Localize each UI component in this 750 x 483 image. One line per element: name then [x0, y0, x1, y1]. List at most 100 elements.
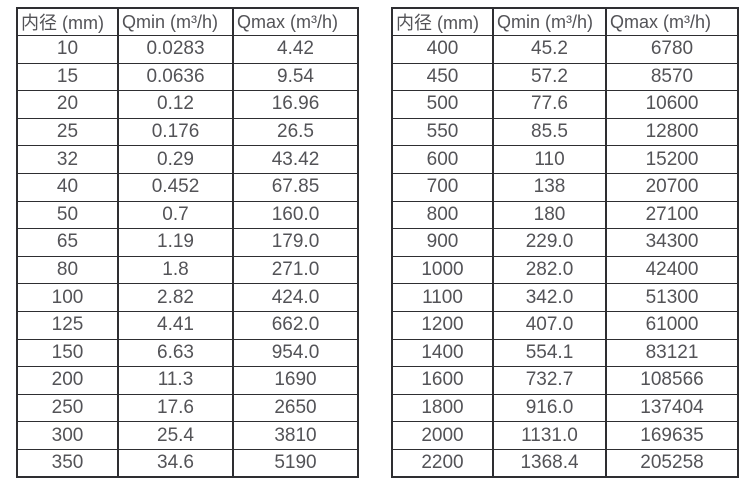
table-cell: 17.6: [117, 393, 233, 422]
table-cell: 1690: [232, 366, 358, 395]
table-cell: 662.0: [232, 310, 358, 340]
table-row: 250 17.6 2650: [17, 393, 358, 422]
table-cell: 250: [17, 393, 118, 422]
table-cell: 350: [17, 448, 118, 477]
table-cell: 110: [492, 145, 606, 174]
table-cell: 282.0: [492, 255, 606, 284]
table-cell: 12800: [605, 117, 738, 146]
table-cell: 554.1: [492, 338, 606, 367]
table-cell: 125: [17, 310, 118, 340]
table-cell: 550: [392, 117, 493, 146]
table-row: 25 0.176 26.5: [17, 117, 358, 146]
table-cell: 407.0: [492, 310, 606, 340]
table-cell: 40: [17, 172, 118, 202]
table-row: 2000 1131.0 169635: [392, 421, 738, 450]
table-cell: 2000: [392, 421, 493, 450]
table-cell: 342.0: [492, 283, 606, 312]
table-cell: 57.2: [492, 62, 606, 91]
table-cell: 9.54: [232, 62, 358, 91]
table-row: 700 138 20700: [392, 172, 738, 202]
table-cell: 916.0: [492, 393, 606, 422]
table-cell: 32: [17, 145, 118, 174]
table-cell: 5190: [232, 448, 358, 477]
table-cell: 500: [392, 90, 493, 119]
table-cell: 4.42: [232, 35, 358, 64]
table-cell: 1.19: [117, 228, 233, 257]
table-cell: 1100: [392, 283, 493, 312]
table-cell: 1000: [392, 255, 493, 284]
table-row: 1400 554.1 83121: [392, 338, 738, 367]
table-cell: 20: [17, 90, 118, 119]
table-row: 600 110 15200: [392, 145, 738, 174]
table-cell: 100: [17, 283, 118, 312]
table-cell: 954.0: [232, 338, 358, 367]
table-cell: 3810: [232, 421, 358, 450]
table-cell: 65: [17, 228, 118, 257]
table-cell: 10: [17, 35, 118, 64]
table-row: 1200 407.0 61000: [392, 310, 738, 340]
flow-spec-table-small-diameters: 内径 (mm) Qmin (m³/h) Qmax (m³/h) 10 0.0283…: [16, 7, 359, 478]
table-cell: 34300: [605, 228, 738, 257]
table-row: 550 85.5 12800: [392, 117, 738, 146]
table-row: 80 1.8 271.0: [17, 255, 358, 284]
table-cell: 180: [492, 200, 606, 229]
table-cell: 700: [392, 172, 493, 202]
table-cell: 43.42: [232, 145, 358, 174]
table-cell: 900: [392, 228, 493, 257]
table-cell: 16.96: [232, 90, 358, 119]
table-cell: 400: [392, 35, 493, 64]
table-row: 400 45.2 6780: [392, 35, 738, 64]
table-row: 20 0.12 16.96: [17, 90, 358, 119]
table-cell: 67.85: [232, 172, 358, 202]
header-row: 内径 (mm) Qmin (m³/h) Qmax (m³/h): [17, 8, 358, 36]
table-cell: 424.0: [232, 283, 358, 312]
column-header-qmax: Qmax (m³/h): [232, 8, 358, 36]
table-row: 150 6.63 954.0: [17, 338, 358, 367]
table-cell: 600: [392, 145, 493, 174]
table-cell: 137404: [605, 393, 738, 422]
table-cell: 2200: [392, 448, 493, 477]
table-cell: 169635: [605, 421, 738, 450]
table-row: 15 0.0636 9.54: [17, 62, 358, 91]
table-row: 900 229.0 34300: [392, 228, 738, 257]
table-cell: 300: [17, 421, 118, 450]
table-row: 1100 342.0 51300: [392, 283, 738, 312]
table-row: 800 180 27100: [392, 200, 738, 229]
table-cell: 0.7: [117, 200, 233, 229]
table-cell: 1800: [392, 393, 493, 422]
table-cell: 271.0: [232, 255, 358, 284]
table-cell: 27100: [605, 200, 738, 229]
table-cell: 0.0636: [117, 62, 233, 91]
table-cell: 1200: [392, 310, 493, 340]
table-row: 1000 282.0 42400: [392, 255, 738, 284]
table-cell: 200: [17, 366, 118, 395]
table-cell: 732.7: [492, 366, 606, 395]
table-header: 内径 (mm) Qmin (m³/h) Qmax (m³/h): [17, 8, 358, 36]
table-cell: 61000: [605, 310, 738, 340]
table-cell: 45.2: [492, 35, 606, 64]
table-cell: 85.5: [492, 117, 606, 146]
table-cell: 6.63: [117, 338, 233, 367]
table-cell: 6780: [605, 35, 738, 64]
table-row: 50 0.7 160.0: [17, 200, 358, 229]
table-cell: 450: [392, 62, 493, 91]
table-cell: 42400: [605, 255, 738, 284]
table-cell: 15: [17, 62, 118, 91]
table-cell: 229.0: [492, 228, 606, 257]
table-cell: 1400: [392, 338, 493, 367]
table-cell: 15200: [605, 145, 738, 174]
table-cell: 34.6: [117, 448, 233, 477]
table-row: 300 25.4 3810: [17, 421, 358, 450]
table-row: 2200 1368.4 205258: [392, 448, 738, 477]
header-row: 内径 (mm) Qmin (m³/h) Qmax (m³/h): [392, 8, 738, 36]
table-cell: 25.4: [117, 421, 233, 450]
table-cell: 0.452: [117, 172, 233, 202]
column-header-qmin: Qmin (m³/h): [492, 8, 606, 36]
table-row: 32 0.29 43.42: [17, 145, 358, 174]
column-header-diameter: 内径 (mm): [21, 13, 104, 33]
flow-spec-table-large-diameters: 内径 (mm) Qmin (m³/h) Qmax (m³/h) 400 45.2 6…: [391, 7, 739, 478]
table-cell: 51300: [605, 283, 738, 312]
table-row: 1800 916.0 137404: [392, 393, 738, 422]
table-cell: 150: [17, 338, 118, 367]
